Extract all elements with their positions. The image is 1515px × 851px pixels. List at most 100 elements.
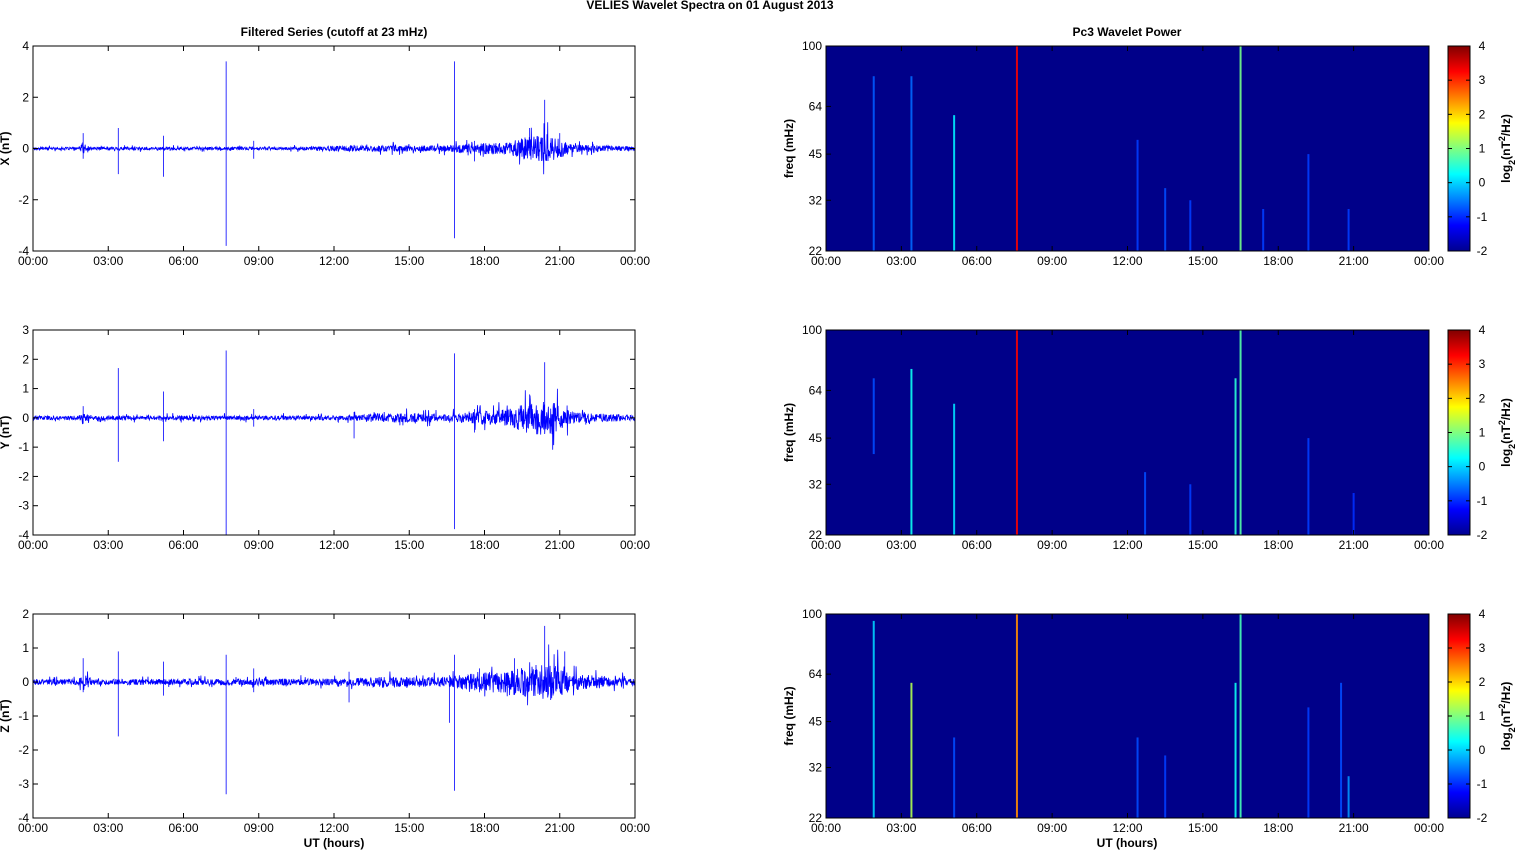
y-tick-label: -2 [18, 469, 29, 483]
power-streak [1239, 46, 1242, 251]
colorbar-tick-label: 0 [1479, 460, 1486, 474]
x-tick-label: 21:00 [545, 254, 575, 268]
y-tick-label: -3 [18, 777, 29, 791]
colorbar-tick-label: -2 [1477, 811, 1488, 825]
y-tick-label: -1 [18, 709, 29, 723]
power-streak [872, 378, 875, 455]
power-streak [953, 403, 956, 535]
y-axis-label: freq (mHz) [782, 119, 796, 178]
left-column-title: Filtered Series (cutoff at 23 mHz) [241, 25, 428, 39]
colorbar-tick-label: 3 [1479, 641, 1486, 655]
power-streak [1189, 484, 1192, 535]
colorbar-tick-label: 1 [1479, 709, 1486, 723]
colorbar-tick-label: -1 [1477, 494, 1488, 508]
x-tick-label: 21:00 [1339, 538, 1369, 552]
figure-suptitle: VELIES Wavelet Spectra on 01 August 2013 [586, 0, 834, 12]
y-tick-label: 45 [809, 147, 823, 161]
power-streak [1307, 154, 1310, 251]
heatmap-shade [826, 330, 1429, 535]
y-tick-label: 2 [22, 90, 29, 104]
x-tick-label: 06:00 [962, 254, 992, 268]
colorbar-label: log2(nT2/Hz) [1497, 114, 1515, 183]
heatmap-shade [826, 46, 1429, 251]
x-tick-label: 09:00 [244, 254, 274, 268]
x-tick-label: 21:00 [1339, 821, 1369, 835]
y-tick-label: 0 [22, 411, 29, 425]
y-tick-label: -2 [18, 193, 29, 207]
series-trace [32, 122, 636, 175]
power-streak [1307, 707, 1310, 818]
colorbar-tick-label: -1 [1477, 777, 1488, 791]
power-streak [953, 115, 956, 251]
left-xlabel: UT (hours) [304, 836, 365, 850]
x-tick-label: 00:00 [620, 538, 650, 552]
x-tick-label: 03:00 [886, 538, 916, 552]
colorbar-tick-label: 1 [1479, 426, 1486, 440]
y-tick-label: 2 [22, 607, 29, 621]
x-tick-label: 00:00 [18, 538, 48, 552]
colorbar-tick-label: -1 [1477, 210, 1488, 224]
x-tick-label: 00:00 [1414, 254, 1444, 268]
power-streak [1239, 614, 1242, 818]
colorbar-tick-label: 3 [1479, 357, 1486, 371]
power-streak [910, 368, 913, 535]
y-tick-label: 22 [809, 811, 823, 825]
x-tick-label: 03:00 [93, 821, 123, 835]
colorbar-tick-label: 4 [1479, 323, 1486, 337]
x-tick-label: 18:00 [1263, 538, 1293, 552]
colorbar: 4 3 2 1 0 -1 -2 log2(nT2/Hz) [1447, 323, 1515, 542]
power-streak [1164, 188, 1167, 251]
x-tick-label: 12:00 [319, 538, 349, 552]
x-tick-label: 12:00 [1112, 821, 1142, 835]
x-tick-label: 00:00 [620, 821, 650, 835]
x-tick-label: 09:00 [1037, 821, 1067, 835]
y-tick-label: 64 [809, 667, 823, 681]
power-streak [1164, 755, 1167, 818]
y-tick-label: 4 [22, 39, 29, 53]
y-axis-label: Z (nT) [0, 699, 12, 732]
y-tick-label: 1 [22, 382, 29, 396]
x-tick-label: 15:00 [394, 254, 424, 268]
x-tick-label: 00:00 [18, 254, 48, 268]
x-tick-label: 09:00 [244, 821, 274, 835]
power-streak [1347, 209, 1350, 251]
x-tick-label: 18:00 [469, 821, 499, 835]
x-tick-label: 09:00 [1037, 254, 1067, 268]
series-trace [32, 388, 636, 450]
heatmap-shade [826, 614, 1429, 818]
y-tick-label: 45 [809, 431, 823, 445]
y-tick-label: 32 [809, 761, 823, 775]
y-tick-label: 45 [809, 715, 823, 729]
x-tick-label: 18:00 [1263, 821, 1293, 835]
power-streak [1015, 614, 1018, 818]
power-streak [1352, 493, 1355, 535]
colorbar-tick-label: 1 [1479, 142, 1486, 156]
x-tick-label: 21:00 [545, 538, 575, 552]
y-axis-label: X (nT) [0, 132, 12, 166]
power-streak [1347, 776, 1350, 818]
x-tick-label: 18:00 [469, 538, 499, 552]
x-tick-label: 00:00 [811, 538, 841, 552]
y-tick-label: 100 [802, 323, 822, 337]
colorbar-label: log2(nT2/Hz) [1497, 398, 1515, 467]
power-streak [1189, 200, 1192, 251]
x-tick-label: 12:00 [319, 821, 349, 835]
x-tick-label: 06:00 [962, 538, 992, 552]
y-tick-label: 64 [809, 383, 823, 397]
right-xlabel: UT (hours) [1097, 836, 1158, 850]
power-streak [1307, 438, 1310, 535]
x-tick-label: 15:00 [1188, 821, 1218, 835]
colorbar-tick-label: 0 [1479, 176, 1486, 190]
power-streak [1340, 682, 1343, 818]
y-tick-label: -1 [18, 440, 29, 454]
x-tick-label: 03:00 [93, 538, 123, 552]
power-streak [1015, 46, 1018, 251]
y-tick-label: 22 [809, 244, 823, 258]
power-streak [1015, 330, 1018, 535]
x-tick-label: 12:00 [1112, 538, 1142, 552]
y-axis-label: Y (nT) [0, 416, 12, 450]
colorbar-tick-label: 4 [1479, 607, 1486, 621]
colorbar-label: log2(nT2/Hz) [1497, 682, 1515, 751]
